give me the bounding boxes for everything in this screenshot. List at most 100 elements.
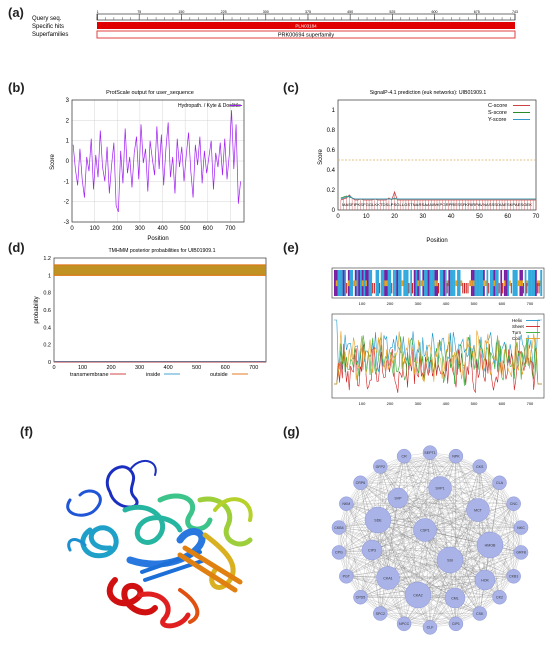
network-node <box>396 448 412 464</box>
coil-cell <box>455 280 458 287</box>
network-edge <box>377 519 419 596</box>
structure-cell <box>540 270 543 296</box>
structure-cell <box>439 270 442 296</box>
network-edge <box>404 456 500 483</box>
network-node <box>339 569 354 584</box>
structure-cell <box>457 270 459 296</box>
network-edge <box>387 509 479 579</box>
y-tick-label: -3 <box>64 220 70 226</box>
structure-cell <box>474 270 477 296</box>
ruler-tick-label: 1 <box>97 10 99 14</box>
network-edge <box>371 487 441 551</box>
network-node-label: SPC2 <box>376 612 385 616</box>
network-node-label: PGT <box>343 575 351 579</box>
network-edge <box>346 576 431 628</box>
network-edge <box>338 482 361 553</box>
network-edge <box>338 552 451 561</box>
network-edge <box>338 527 381 614</box>
x-axis-label: Position <box>426 238 447 244</box>
structure-cell <box>389 270 392 296</box>
network-edge <box>484 527 522 581</box>
network-edge <box>346 482 361 577</box>
network-edge <box>360 452 431 483</box>
structure-cell <box>424 270 427 296</box>
x-tick-label: 200 <box>112 226 123 232</box>
y-tick-label: 0.4 <box>327 168 336 174</box>
y-tick-label: 0.6 <box>327 148 336 154</box>
network-node-label: CPG <box>335 551 343 555</box>
coil-cell <box>347 280 350 287</box>
network-edge <box>404 613 480 624</box>
network-edge <box>397 497 479 511</box>
network-edge <box>371 503 514 551</box>
network-edge <box>424 482 500 531</box>
network-edge <box>338 527 500 598</box>
network-edge <box>338 509 479 553</box>
structure-cell <box>380 270 383 296</box>
y-tick-label: 1 <box>48 273 51 279</box>
network-edge <box>397 497 486 581</box>
network-edge <box>346 529 426 577</box>
legend-label: S-score <box>488 110 507 116</box>
map-ticks: 100 200 300 400 500 600 700 <box>359 301 534 306</box>
network-edge <box>397 497 491 546</box>
structure-cell <box>351 270 354 296</box>
network-edge <box>429 452 500 483</box>
map-tick-label: 100 <box>359 301 366 306</box>
secondary-structure-panel: 100 200 300 400 500 600 700 100 200 300 400 500 600… <box>331 267 545 406</box>
x-tick-label: 600 <box>203 226 214 232</box>
sheet-cell <box>408 283 410 294</box>
y-tick-label: 0 <box>66 159 70 165</box>
structure-cell <box>399 270 402 296</box>
structure-cell <box>500 270 503 296</box>
propensity-tick-label: 700 <box>527 401 534 406</box>
panel-d-letter: (d) <box>8 240 25 255</box>
row-label-specific-hits: Specific hits <box>32 24 64 30</box>
ruler-tick-label: 75 <box>137 10 141 14</box>
sheet-cell <box>502 283 504 294</box>
y-tick-label: 0.2 <box>43 343 51 349</box>
structure-cell <box>363 270 366 296</box>
network-node <box>339 496 354 511</box>
network-edge <box>338 529 426 553</box>
network-edge <box>346 503 457 624</box>
network-edge <box>455 576 514 624</box>
structure-cell <box>516 270 518 296</box>
ruler-tick-label: 300 <box>263 10 269 14</box>
y-tick-label: 1 <box>66 139 70 145</box>
network-edge <box>360 544 491 598</box>
panel-c-letter: (c) <box>283 80 299 95</box>
structure-cell <box>451 270 454 296</box>
network-edge <box>454 527 522 599</box>
sheet-cell <box>346 283 348 294</box>
structure-cell <box>340 270 343 296</box>
axis-ticks: 0 100 200 300 400 500 600 700 -3 -2 -1 0 1 2 3 <box>64 98 236 232</box>
network-node <box>474 569 496 591</box>
network-node-label: CR <box>401 454 407 458</box>
protein-3d-structure <box>66 460 253 629</box>
structure-cell <box>339 270 342 296</box>
network-node <box>331 520 347 535</box>
network-edge <box>360 597 456 624</box>
ruler-tick-label: 150 <box>178 10 184 14</box>
structure-cell <box>441 270 444 296</box>
network-node <box>373 459 388 474</box>
network-node <box>506 569 521 584</box>
y-tick-label: -1 <box>64 179 70 185</box>
y-tick-label: 0.2 <box>327 188 336 194</box>
network-edge <box>371 482 500 551</box>
structure-cell <box>342 270 345 296</box>
network-edge <box>346 576 405 624</box>
network-node <box>361 539 383 561</box>
network-edge <box>338 527 361 598</box>
legend-label: Y-score <box>488 117 506 123</box>
network-node-label: SVP <box>394 496 402 500</box>
network-edge <box>387 466 480 579</box>
x-tick-label: 500 <box>180 226 191 232</box>
network-edge <box>403 456 480 614</box>
coil-cell <box>353 280 355 287</box>
network-edge <box>338 509 479 528</box>
network-edge <box>417 487 441 596</box>
network-node-label: CLA <box>496 481 504 485</box>
coil-cell <box>365 280 368 287</box>
